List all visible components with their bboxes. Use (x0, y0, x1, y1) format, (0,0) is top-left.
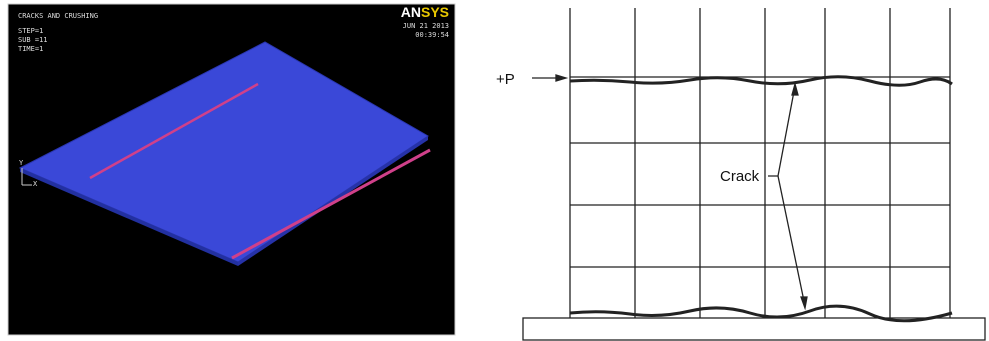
sim-info: TIME=1 (18, 45, 43, 53)
figure: CRACKS AND CRUSHING STEP=1 SUB =11 TIME=… (0, 0, 989, 341)
logo-part: AN (401, 4, 421, 20)
crack (570, 77, 952, 86)
sim-date: JUN 21 2013 (403, 22, 449, 30)
ansys-panel: CRACKS AND CRUSHING STEP=1 SUB =11 TIME=… (8, 4, 455, 335)
sim-title: CRACKS AND CRUSHING (18, 12, 98, 20)
arrow-head (556, 75, 566, 81)
crack-label: Crack (720, 168, 760, 185)
leader (768, 86, 795, 176)
load-label: +P (496, 71, 515, 88)
sim-info: STEP=1 (18, 27, 43, 35)
arrow-head (801, 297, 807, 308)
leader (778, 176, 805, 306)
arrow-head (792, 84, 798, 95)
sim-info: SUB =11 (18, 36, 48, 44)
logo-part: SYS (421, 4, 449, 20)
logo: ANSYS (401, 4, 449, 20)
sim-time: 00:39:54 (415, 31, 449, 39)
